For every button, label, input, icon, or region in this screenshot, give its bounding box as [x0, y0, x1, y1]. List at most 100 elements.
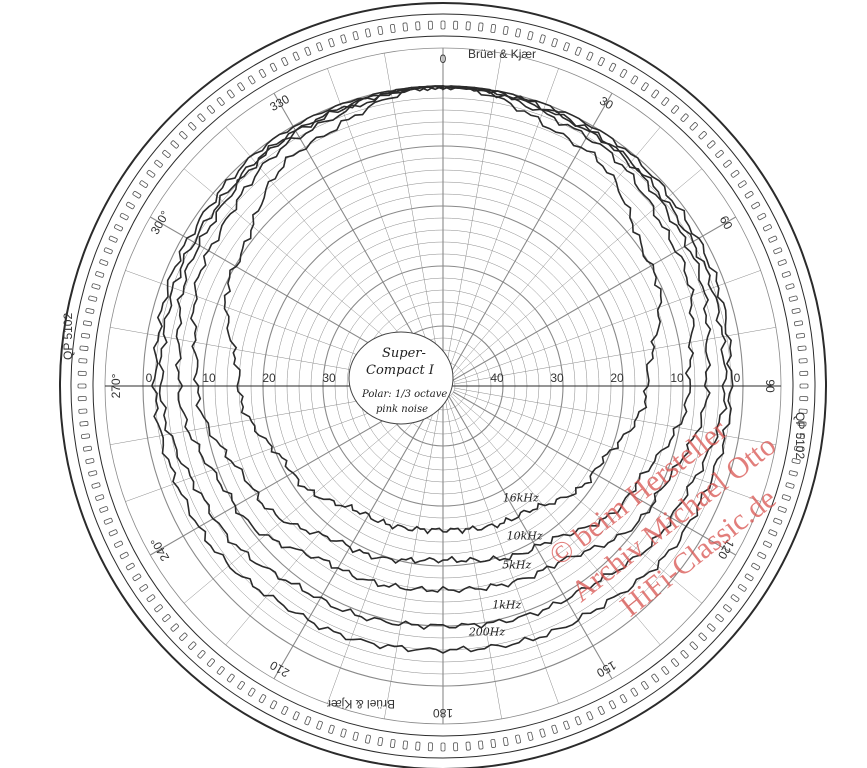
series-curve — [158, 85, 728, 630]
sprocket-hole — [465, 741, 471, 751]
sprocket-hole — [630, 75, 639, 85]
grid-spoke — [444, 53, 502, 375]
sprocket-hole — [715, 614, 724, 623]
sprocket-hole — [527, 31, 534, 41]
sprocket-hole — [440, 20, 446, 30]
sprocket-hole — [608, 700, 617, 710]
sprocket-hole — [788, 470, 798, 477]
series-curve — [174, 85, 712, 594]
sprocket-hole — [146, 169, 156, 178]
series-curve — [190, 85, 695, 565]
sprocket-hole — [237, 680, 245, 690]
sprocket-hole — [258, 694, 267, 704]
sprocket-hole — [619, 68, 628, 78]
sprocket-hole — [453, 742, 459, 752]
sprocket-hole — [551, 724, 558, 734]
sprocket-hole — [427, 742, 433, 752]
sprocket-hole — [641, 82, 649, 92]
sprocket-hole — [707, 140, 716, 149]
sprocket-hole — [79, 345, 89, 351]
sprocket-hole — [139, 180, 149, 188]
series-label: 16kHz — [503, 491, 539, 504]
sprocket-hole — [798, 358, 808, 364]
sprocket-hole — [785, 482, 795, 489]
brand-label: Brüel & Kjær — [468, 47, 536, 61]
sprocket-hole — [154, 604, 163, 613]
sprocket-hole — [91, 482, 101, 489]
sprocket-hole — [139, 584, 149, 592]
radial-tick-label: 10 — [202, 371, 216, 385]
center-note: Super- Compact I Polar: 1/3 octave pink … — [348, 331, 454, 425]
sprocket-hole — [661, 666, 670, 675]
paper-code-left: QP 5102 — [61, 313, 75, 360]
sprocket-hole — [316, 42, 323, 52]
sprocket-hole — [258, 68, 267, 78]
sprocket-hole — [574, 716, 582, 726]
sprocket-hole — [791, 307, 801, 314]
sprocket-hole — [77, 383, 87, 389]
sprocket-hole — [671, 105, 680, 114]
sprocket-hole — [680, 113, 689, 122]
sprocket-hole — [551, 38, 558, 48]
sprocket-hole — [179, 131, 188, 140]
sprocket-hole — [799, 383, 809, 389]
sprocket-hole — [352, 31, 359, 41]
grid-spoke — [454, 387, 776, 445]
grid-spoke — [273, 396, 438, 679]
sprocket-hole — [82, 445, 92, 452]
sprocket-hole — [328, 38, 335, 48]
sprocket-hole — [377, 737, 384, 747]
sprocket-hole — [108, 529, 118, 537]
angle-tick-label: 180 — [433, 706, 453, 720]
sprocket-hole — [757, 212, 767, 221]
sprocket-hole — [619, 694, 628, 704]
radial-tick-label: 0 — [146, 371, 153, 385]
series-curve — [223, 85, 663, 535]
sprocket-hole — [515, 734, 522, 744]
series-label: 200Hz — [468, 626, 506, 639]
sprocket-hole — [427, 20, 433, 30]
sprocket-ring-outer — [70, 13, 816, 759]
sprocket-hole — [490, 739, 497, 748]
brand-label-mirrored: Brüel & Kjær — [327, 697, 395, 711]
angle-tick-label: 0 — [440, 52, 447, 66]
sprocket-hole — [707, 623, 716, 632]
sprocket-hole — [88, 470, 98, 477]
sprocket-hole — [95, 494, 105, 501]
sprocket-hole — [364, 28, 371, 38]
sprocket-hole — [119, 551, 129, 560]
series-label: 5kHz — [502, 559, 531, 572]
sprocket-hole — [608, 62, 617, 72]
sprocket-hole — [206, 105, 215, 114]
sprocket-hole — [402, 740, 408, 750]
sprocket-hole — [247, 75, 256, 85]
sprocket-hole — [777, 506, 787, 513]
sprocket-hole — [799, 370, 809, 376]
sprocket-hole — [757, 551, 767, 560]
sprocket-hole — [292, 51, 300, 61]
grid-spoke — [183, 393, 434, 604]
sprocket-hole — [502, 737, 509, 747]
sprocket-hole — [95, 271, 105, 278]
grid-spoke — [273, 93, 438, 376]
sprocket-hole — [103, 517, 113, 525]
sprocket-hole — [132, 573, 142, 582]
grid-spoke — [448, 93, 613, 376]
sprocket-hole — [785, 283, 795, 290]
sprocket-hole — [744, 573, 754, 582]
sprocket-hole — [99, 506, 109, 513]
center-note-line3: Polar: 1/3 octave — [361, 389, 447, 400]
paper-code-right: QP 5102 — [793, 412, 807, 459]
sprocket-hole — [586, 711, 594, 721]
grid-spoke — [452, 168, 703, 379]
sprocket-hole — [689, 641, 698, 650]
sprocket-hole — [768, 529, 778, 537]
grid-spoke — [225, 395, 436, 646]
radial-tick-label: 20 — [262, 371, 276, 385]
grid-spoke — [448, 396, 613, 679]
center-note-line4: pink noise — [376, 404, 428, 415]
sprocket-hole — [340, 34, 347, 44]
sprocket-hole — [415, 21, 421, 31]
sprocket-hole — [689, 122, 698, 131]
sprocket-hole — [328, 724, 335, 734]
